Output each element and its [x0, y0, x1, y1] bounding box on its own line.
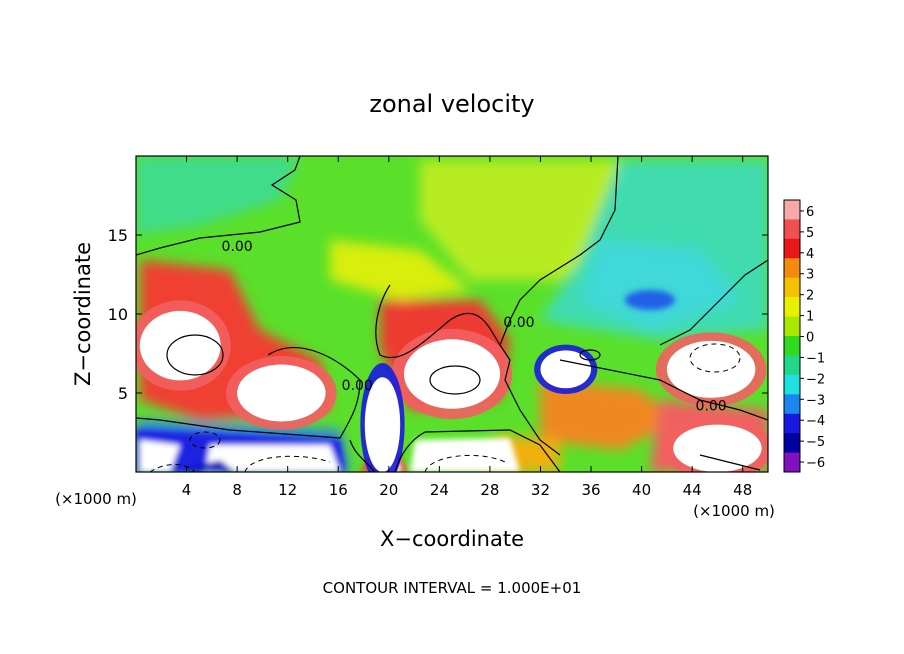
- x-tick-label: 28: [480, 481, 499, 499]
- feature-core-negative-core-column: [364, 377, 401, 472]
- colorbar-swatch: [784, 316, 800, 337]
- colorbar-swatch: [784, 374, 800, 395]
- chart-title: zonal velocity: [369, 90, 534, 118]
- colorbar-swatch: [784, 413, 800, 434]
- y-tick-label: 5: [118, 384, 128, 403]
- feature-core-positive-core-center: [403, 339, 501, 409]
- colorbar-tick-label: 1: [806, 310, 814, 325]
- colorbar-swatch: [784, 297, 800, 318]
- colorbar-tick-label: 6: [806, 205, 814, 220]
- y-tick-label: 10: [108, 305, 128, 324]
- feature-core-positive-core-southeast: [673, 424, 762, 472]
- y-axis: 5 10 15: [108, 226, 768, 403]
- colorbar-swatch: [784, 200, 800, 220]
- colorbar-swatch: [784, 336, 800, 356]
- feature-core-negative-core-east: [540, 350, 592, 389]
- colorbar-swatch: [784, 394, 800, 415]
- colorbar-tick-label: −4: [806, 414, 825, 429]
- contour-label: 0.00: [222, 239, 253, 255]
- colorbar-swatch: [784, 452, 800, 473]
- x-unit-note: (×1000 m): [693, 502, 775, 520]
- colorbar-swatch: [784, 219, 800, 240]
- contour-label: 0.00: [342, 378, 373, 394]
- feature-core-positive-core-west-upper: [139, 310, 221, 381]
- colorbar-swatch: [784, 355, 800, 376]
- plot-area: [136, 156, 768, 472]
- colorbar-tick-label: −2: [806, 372, 825, 387]
- colorbar-tick-label: −3: [806, 393, 825, 408]
- contour-label-layer: 0.00 0.00 0.00 0.00: [222, 239, 727, 415]
- contour-lines: [136, 156, 768, 472]
- contour-interval-note: CONTOUR INTERVAL = 1.000E+01: [323, 579, 582, 597]
- colorbar-tick-label: −1: [806, 351, 825, 366]
- colorbar: 6 5 4 3 2 1 0 −1 −2 −3 −4 −5 −6: [783, 199, 825, 473]
- feature-layer: [136, 300, 768, 472]
- colorbar-swatch: [784, 433, 800, 454]
- x-tick-label: 36: [581, 481, 600, 499]
- contour-label: 0.00: [503, 315, 534, 331]
- colorbar-tick-label: −6: [806, 456, 825, 471]
- x-tick-label: 8: [232, 481, 242, 499]
- x-tick-label: 48: [733, 481, 752, 499]
- x-tick-label: 12: [278, 481, 297, 499]
- y-tick-label: 15: [108, 226, 128, 245]
- x-tick-label: 16: [329, 481, 348, 499]
- colorbar-tick-label: 0: [806, 331, 814, 346]
- colorbar-tick-label: 2: [806, 289, 814, 304]
- feature-core-positive-core-east: [666, 340, 756, 398]
- colorbar-swatch: [784, 238, 800, 259]
- colorbar-tick-label: 3: [806, 268, 814, 283]
- colorbar-tick-label: 4: [806, 247, 814, 262]
- y-unit-note: (×1000 m): [55, 490, 137, 508]
- feature-core-positive-core-west-lower: [237, 364, 326, 422]
- colorbar-tick-label: 5: [806, 226, 814, 241]
- x-tick-label: 4: [182, 481, 192, 499]
- colorbar-swatch: [784, 258, 800, 279]
- x-axis-label: X−coordinate: [380, 527, 524, 551]
- x-tick-label: 20: [379, 481, 398, 499]
- colorbar-tick-label: −5: [806, 435, 825, 450]
- x-axis: 4 8 12 16 20 24 28 32 36 40 44 48: [182, 156, 752, 499]
- x-tick-label: 40: [632, 481, 651, 499]
- x-tick-label: 24: [430, 481, 449, 499]
- contour-label: 0.00: [696, 399, 727, 415]
- x-tick-label: 32: [531, 481, 550, 499]
- negative-contours: [149, 343, 741, 472]
- colorbar-swatch: [784, 277, 800, 298]
- x-tick-label: 44: [683, 481, 702, 499]
- y-axis-label: Z−coordinate: [71, 242, 95, 386]
